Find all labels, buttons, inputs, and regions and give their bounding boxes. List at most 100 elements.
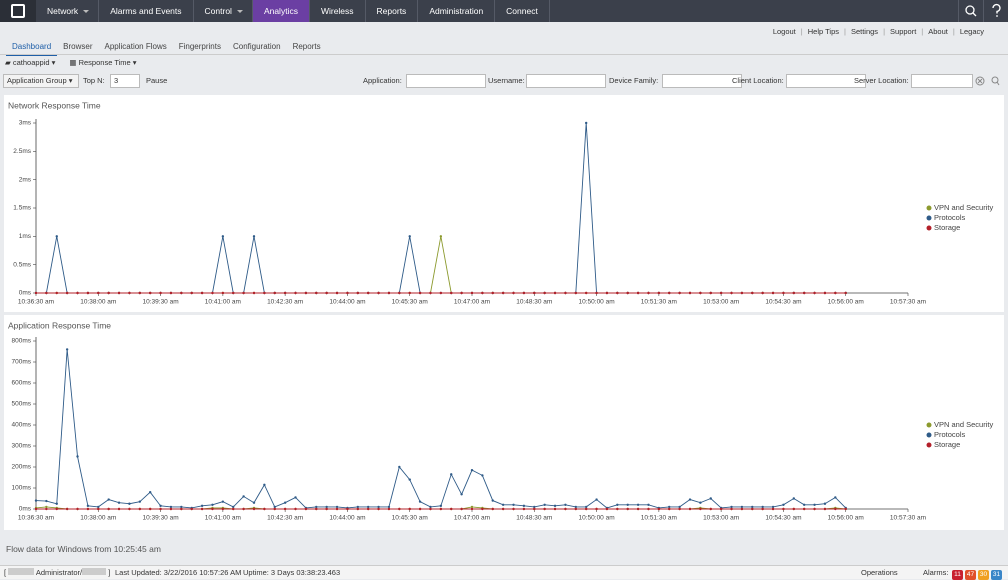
data-point — [398, 465, 401, 469]
data-point — [751, 505, 754, 509]
filter-input[interactable] — [662, 74, 742, 88]
data-point — [564, 503, 567, 506]
y-tick-label: 1ms — [19, 233, 32, 240]
data-point — [533, 507, 536, 511]
data-point — [574, 507, 578, 511]
header-links: Logout | Help Tips | Settings | Support | About |… — [773, 27, 984, 36]
tab[interactable]: Reports — [292, 42, 321, 51]
group-select[interactable]: Application Group ▾ — [3, 74, 79, 88]
view-row: ▰ cathoappid ▾ ▦ Response Time ▾ — [5, 58, 137, 67]
data-point — [553, 504, 557, 508]
tab[interactable]: Dashboard — [6, 41, 58, 56]
header-link[interactable]: Settings — [850, 27, 879, 36]
data-point — [221, 291, 225, 295]
top-nav: Network Alarms and Events Control Analytics… — [0, 0, 1008, 22]
tab[interactable]: Application Flows — [104, 42, 167, 51]
data-point — [117, 291, 121, 295]
nav-item[interactable]: Alarms and Events — [99, 0, 194, 22]
filter-label: Device Family: — [609, 76, 659, 85]
header-link[interactable]: Logout — [772, 27, 796, 36]
header-link[interactable]: Support — [890, 27, 917, 36]
data-point — [304, 507, 308, 511]
nav-item[interactable]: Analytics — [252, 0, 310, 22]
data-point — [564, 507, 567, 511]
help-icon[interactable] — [983, 0, 1008, 22]
data-point — [501, 291, 505, 295]
data-point — [138, 291, 142, 295]
data-point — [387, 505, 391, 509]
data-point — [65, 348, 69, 351]
filter-input[interactable] — [406, 74, 486, 88]
data-point — [574, 291, 578, 295]
nav-item[interactable]: Reports — [366, 0, 419, 22]
filter-input[interactable] — [786, 74, 866, 88]
data-point — [439, 291, 443, 295]
data-point — [34, 507, 38, 511]
chart-panel: Network Response Time 0ms 0.5ms 1ms 1.5ms 2ms… — [4, 95, 1004, 312]
data-point — [252, 501, 256, 504]
data-point — [595, 498, 598, 501]
data-point — [439, 504, 443, 508]
data-point — [86, 504, 90, 508]
data-point — [761, 291, 764, 295]
data-point — [304, 291, 308, 295]
header-link[interactable]: About — [928, 27, 948, 36]
chart-panel: Application Response Time 0ms 100ms 200ms 30… — [4, 315, 1004, 530]
filter-input[interactable] — [526, 74, 606, 88]
search-icon[interactable] — [958, 0, 983, 22]
operations[interactable]: Operations — [861, 568, 898, 577]
nav-item[interactable]: Control — [194, 0, 253, 22]
data-point — [346, 291, 349, 295]
data-point — [335, 505, 339, 509]
data-point — [148, 491, 152, 494]
data-point — [823, 507, 827, 511]
data-point — [512, 291, 515, 295]
data-point — [252, 507, 256, 511]
data-point — [315, 507, 318, 511]
y-tick-label: 0ms — [19, 290, 32, 297]
logo[interactable] — [0, 0, 36, 22]
tab[interactable]: Fingerprints — [178, 42, 221, 51]
data-point — [335, 291, 339, 295]
nav-item[interactable]: Connect — [495, 0, 550, 22]
tab[interactable]: Configuration — [232, 42, 281, 51]
tab[interactable]: Browser — [63, 42, 93, 51]
data-point — [813, 507, 816, 511]
legend-label: Protocols — [934, 430, 966, 439]
filter-input[interactable] — [911, 74, 973, 88]
data-point — [501, 503, 505, 506]
data-point — [315, 505, 318, 509]
alarm-badge[interactable]: 47 — [965, 570, 976, 580]
pause-button[interactable]: Pause — [146, 76, 168, 85]
y-tick-label: 100ms — [11, 485, 31, 492]
x-tick-label: 10:57:30 am — [890, 299, 926, 306]
alarm-badge[interactable]: 31 — [991, 570, 1002, 580]
alarm-badge[interactable]: 11 — [952, 570, 963, 580]
x-tick-label: 10:51:30 am — [641, 515, 677, 522]
data-point — [460, 507, 463, 511]
nav-item[interactable]: Network — [36, 0, 100, 22]
y-tick-label: 800ms — [11, 338, 31, 345]
uptime: Uptime: 3 Days 03:38:23.463 — [243, 568, 341, 577]
data-point — [512, 507, 515, 511]
x-tick-label: 10:39:30 am — [143, 515, 179, 522]
filter-icons[interactable] — [974, 75, 1002, 88]
view-select[interactable]: ▰ cathoappid ▾ — [5, 58, 56, 67]
nav-item[interactable]: Wireless — [310, 0, 366, 22]
data-point — [626, 291, 629, 295]
legend-swatch — [926, 215, 932, 221]
data-point — [356, 291, 360, 295]
data-point — [169, 291, 173, 295]
header-link[interactable]: Legacy — [959, 27, 984, 36]
separator: | — [844, 27, 846, 36]
alarm-badge[interactable]: 30 — [978, 570, 989, 580]
legend-label: Storage — [934, 440, 960, 449]
data-point — [678, 505, 681, 509]
metric-select[interactable]: ▦ Response Time ▾ — [69, 58, 137, 67]
data-point — [325, 291, 328, 295]
nav-item[interactable]: Administration — [418, 0, 496, 22]
data-point — [273, 507, 276, 511]
data-point — [200, 507, 204, 511]
topn-input[interactable]: 3 — [110, 74, 140, 88]
header-link[interactable]: Help Tips — [807, 27, 839, 36]
